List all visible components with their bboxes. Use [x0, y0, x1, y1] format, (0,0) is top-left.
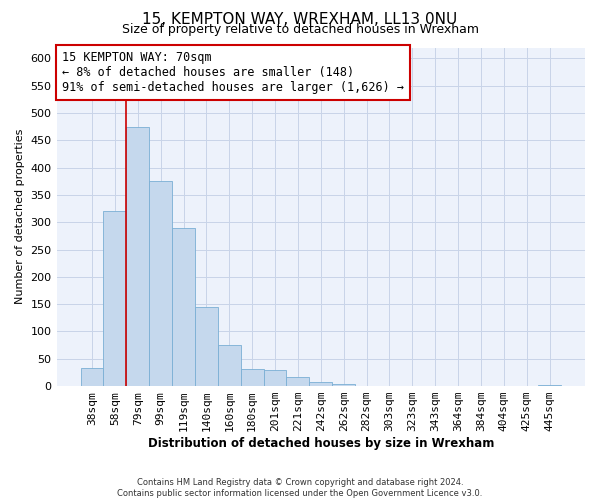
Bar	[149, 182, 172, 386]
Bar	[127, 126, 149, 386]
Text: 15, KEMPTON WAY, WREXHAM, LL13 0NU: 15, KEMPTON WAY, WREXHAM, LL13 0NU	[142, 12, 458, 28]
Bar	[332, 384, 355, 386]
Bar	[80, 368, 103, 386]
Text: 15 KEMPTON WAY: 70sqm
← 8% of detached houses are smaller (148)
91% of semi-deta: 15 KEMPTON WAY: 70sqm ← 8% of detached h…	[62, 51, 404, 94]
Bar	[103, 212, 127, 386]
Text: Size of property relative to detached houses in Wrexham: Size of property relative to detached ho…	[121, 22, 479, 36]
Bar	[286, 377, 310, 386]
Bar	[218, 345, 241, 386]
Bar	[538, 385, 561, 386]
Text: Contains HM Land Registry data © Crown copyright and database right 2024.
Contai: Contains HM Land Registry data © Crown c…	[118, 478, 482, 498]
X-axis label: Distribution of detached houses by size in Wrexham: Distribution of detached houses by size …	[148, 437, 494, 450]
Bar	[195, 307, 218, 386]
Bar	[310, 382, 332, 386]
Bar	[172, 228, 195, 386]
Bar	[263, 370, 286, 386]
Bar	[241, 368, 263, 386]
Y-axis label: Number of detached properties: Number of detached properties	[15, 129, 25, 304]
